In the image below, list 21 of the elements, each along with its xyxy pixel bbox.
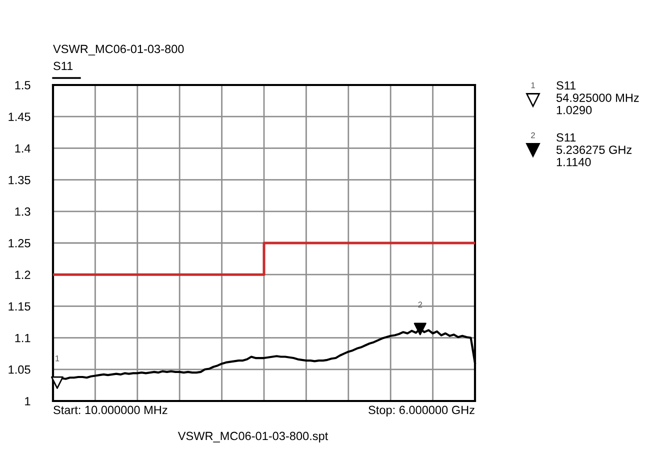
y-tick-label: 1	[25, 397, 30, 406]
y-tick-label: 1.5	[15, 81, 30, 90]
text: 2	[531, 132, 535, 138]
y-tick-label: 1.3	[15, 207, 30, 216]
y-tick-label: 1.45	[8, 112, 30, 121]
y-tick-label: 1.1	[15, 334, 30, 342]
text: S11 5.236275 GHz 1.1140	[556, 133, 632, 166]
y-tick-label: 1.15	[8, 302, 30, 311]
text: Start: 10.000000 MHz	[54, 406, 168, 414]
y-tick-label: 1.35	[8, 176, 30, 184]
y-tick-label: 1.05	[8, 365, 30, 374]
y-tick-label: 1.2	[15, 270, 30, 279]
text: 1	[531, 82, 535, 88]
text: S11	[54, 62, 73, 70]
chart-title: VSWR_MC06-01-03-800	[53, 44, 184, 56]
text: VSWR_MC06-01-03-800.spt	[178, 432, 328, 443]
text: S11 54.925000 MHz 1.0290	[556, 81, 639, 114]
y-tick-label: 1.4	[15, 144, 30, 152]
annotation: 1	[56, 355, 60, 362]
text: Stop: 6.000000 GHz	[368, 406, 474, 417]
y-tick-label: 1.25	[8, 239, 30, 248]
